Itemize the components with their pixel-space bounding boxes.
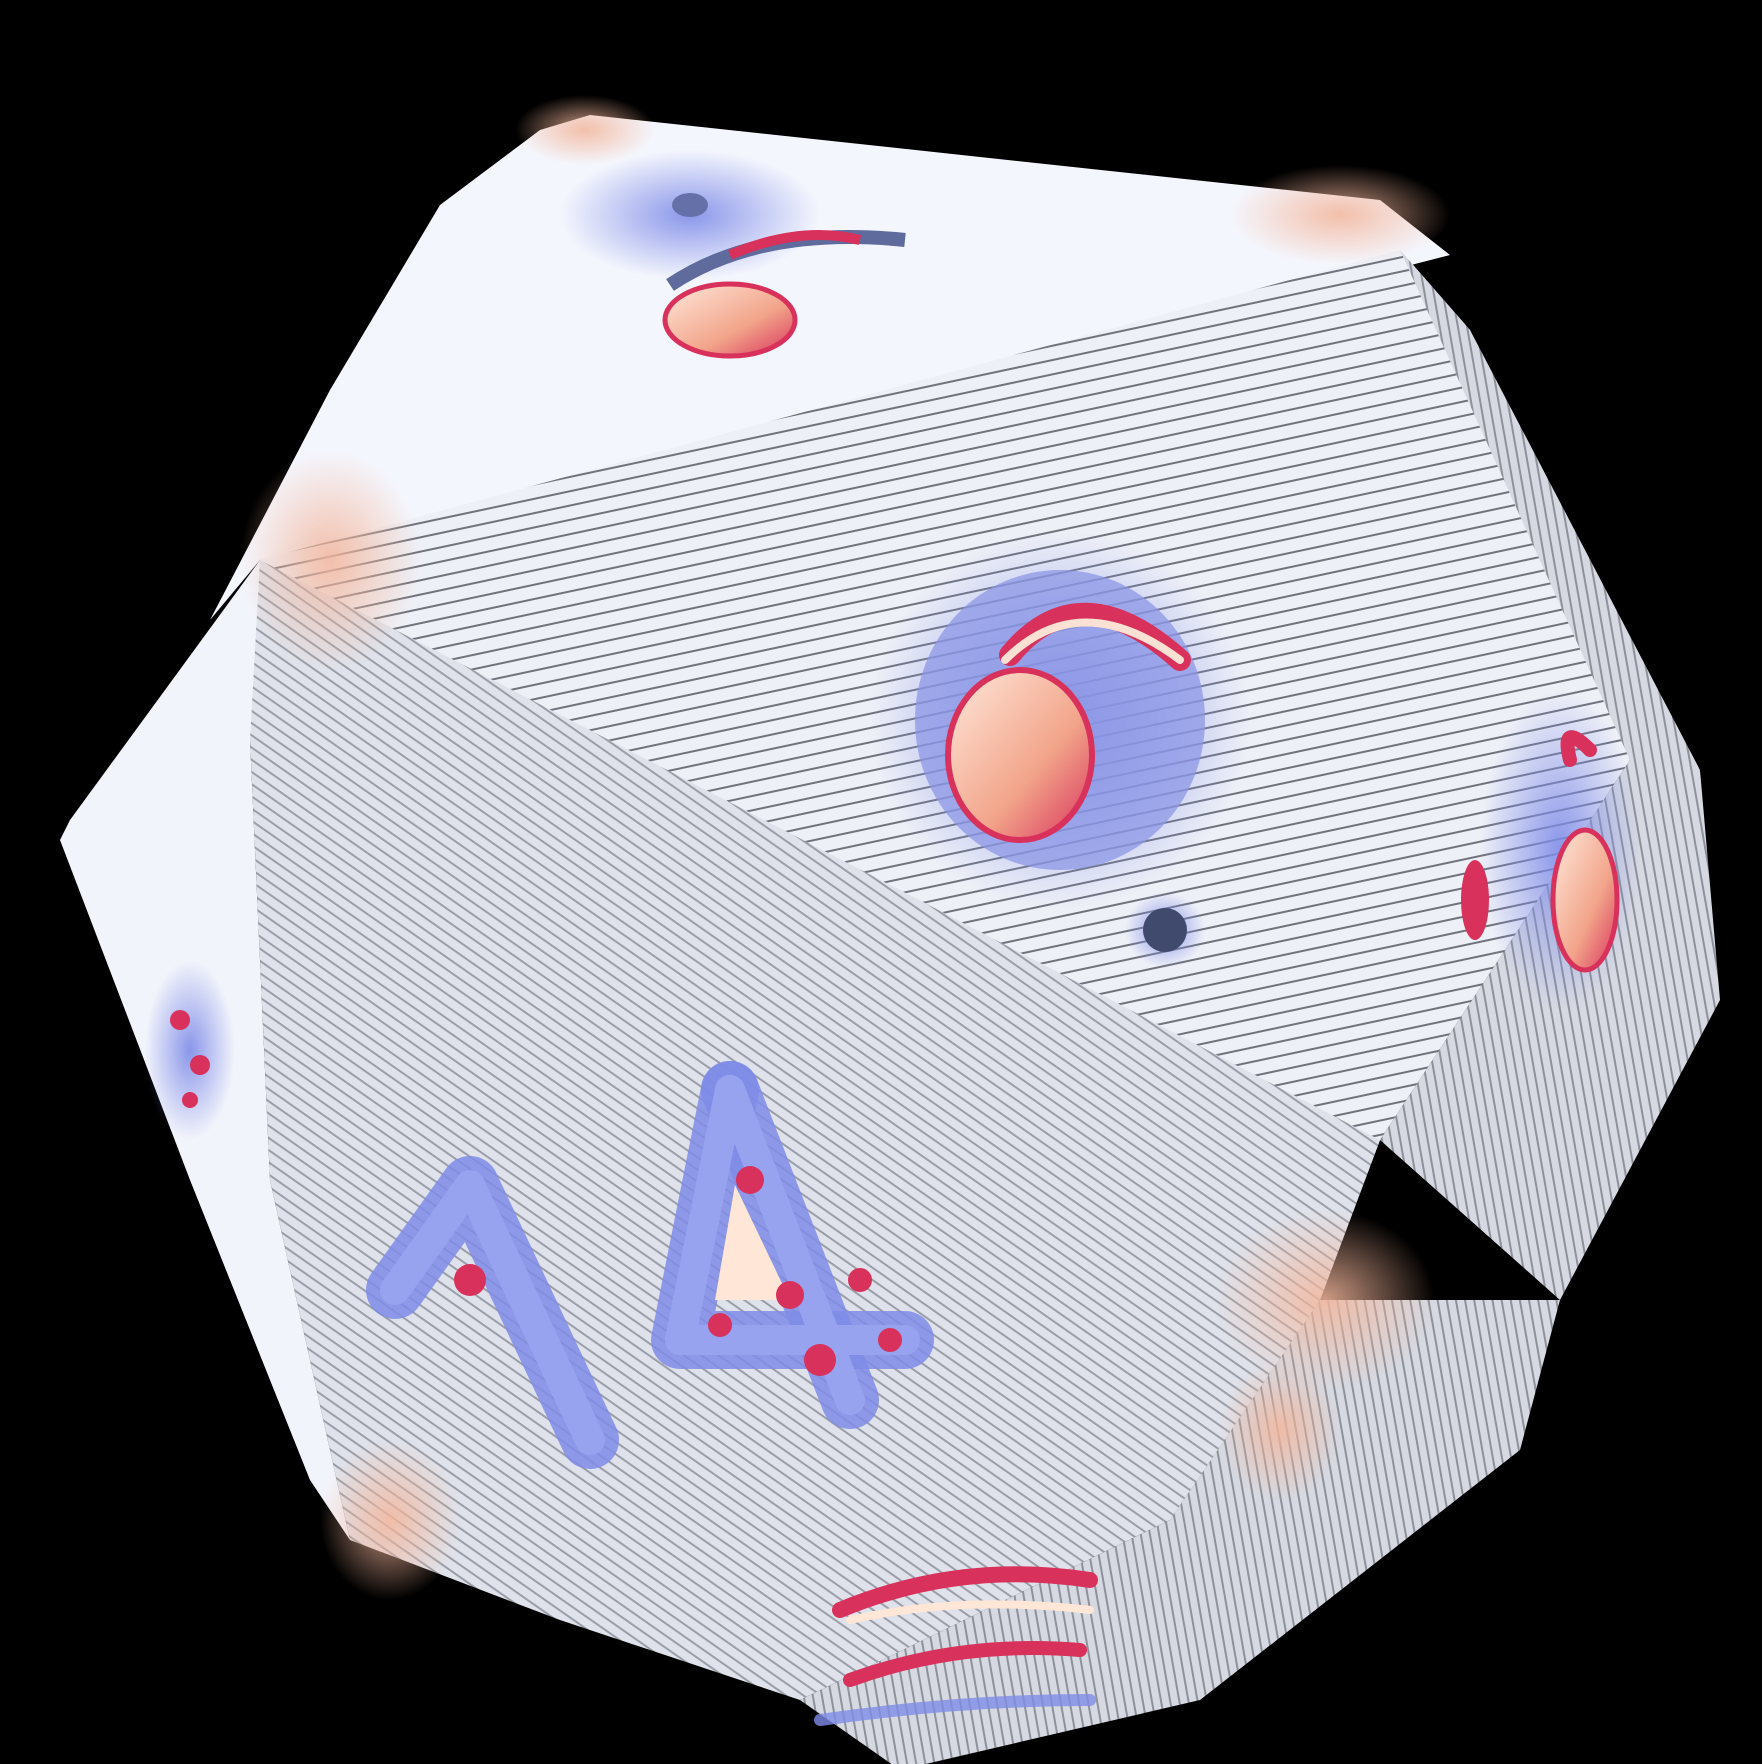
die-body [60,115,1720,1764]
bottom-face-number [814,1566,1098,1726]
left-face-number [145,960,235,1140]
top-face-number-6 [560,150,906,359]
die-vertex-highlights [240,95,1450,1600]
front-face-number-14 [366,1061,934,1469]
die-face-upper-left [210,115,1450,620]
die-face-right [1380,250,1720,1300]
upper-right-face-number-6-dot [870,530,1250,968]
right-face-number-6 [1461,690,1640,1010]
die-face-front [250,560,1380,1700]
